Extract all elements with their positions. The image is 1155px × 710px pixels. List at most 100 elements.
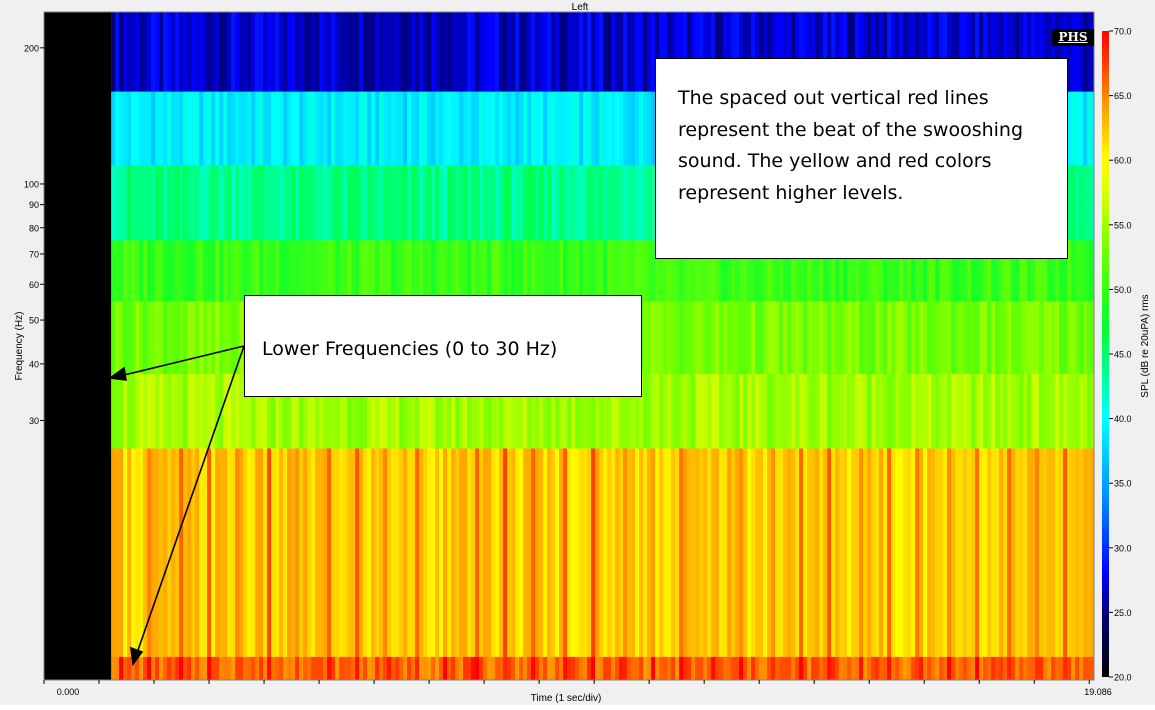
heatmap-cell [587, 656, 592, 680]
heatmap-cell [639, 91, 644, 166]
heatmap-cell [387, 91, 392, 166]
heatmap-cell [283, 656, 288, 680]
heatmap-cell [959, 656, 964, 680]
heatmap-cell [263, 448, 268, 658]
heatmap-cell [171, 12, 176, 93]
heatmap-cell [1083, 91, 1088, 166]
heatmap-cell [215, 374, 220, 449]
beat-annotation-box: The spaced out vertical red lines repres… [655, 58, 1068, 259]
heatmap-cell [191, 91, 196, 166]
heatmap-cell [875, 240, 880, 302]
heatmap-cell [487, 165, 492, 241]
heatmap-cell [991, 374, 996, 449]
heatmap-cell [215, 656, 220, 680]
heatmap-cell [979, 12, 984, 93]
heatmap-cell [971, 12, 976, 93]
heatmap-cell [163, 656, 168, 680]
heatmap-cell [1059, 374, 1064, 449]
heatmap-cell [259, 656, 264, 680]
heatmap-cell [1083, 374, 1088, 449]
heatmap-cell [831, 12, 836, 93]
heatmap-cell [639, 240, 644, 302]
heatmap-cell [519, 448, 524, 658]
heatmap-cell [443, 12, 448, 93]
heatmap-cell [147, 448, 152, 658]
heatmap-cell [747, 448, 752, 658]
heatmap-cell [239, 91, 244, 166]
heatmap-cell [303, 165, 308, 241]
heatmap-cell [591, 240, 596, 302]
heatmap-cell [743, 448, 748, 658]
heatmap-cell [459, 448, 464, 658]
heatmap-cell [111, 656, 116, 680]
time-axis: 0.000 19.086 [43, 680, 1112, 697]
heatmap-cell [1055, 240, 1060, 302]
heatmap-cell [375, 12, 380, 93]
heatmap-cell [383, 656, 388, 680]
heatmap-cell [955, 301, 960, 375]
heatmap-cell [943, 374, 948, 449]
heatmap-cell [443, 165, 448, 241]
heatmap-cell [763, 12, 768, 93]
heatmap-cell [191, 165, 196, 241]
heatmap-cell [591, 91, 596, 166]
heatmap-cell [611, 12, 616, 93]
heatmap-cell [407, 656, 412, 680]
heatmap-cell [371, 12, 376, 93]
heatmap-cell [415, 165, 420, 241]
heatmap-cell [979, 448, 984, 658]
heatmap-cell [127, 374, 132, 449]
heatmap-cell [123, 240, 128, 302]
colorbar-tick-label: 70.0 [1114, 27, 1132, 37]
heatmap-cell [707, 656, 712, 680]
heatmap-cell [159, 240, 164, 302]
heatmap-cell [923, 12, 928, 93]
heatmap-cell [863, 374, 868, 449]
heatmap-cell [147, 12, 152, 93]
heatmap-cell [227, 656, 232, 680]
heatmap-cell [719, 12, 724, 93]
heatmap-cell [271, 12, 276, 93]
heatmap-cell [1039, 240, 1044, 302]
heatmap-cell [647, 91, 652, 166]
heatmap-cell [155, 656, 160, 680]
heatmap-cell [443, 240, 448, 302]
heatmap-cell [423, 656, 428, 680]
heatmap-cell [551, 448, 556, 658]
heatmap-cell [219, 656, 224, 680]
heatmap-cell [911, 12, 916, 93]
heatmap-cell [315, 240, 320, 302]
heatmap-cell [151, 656, 156, 680]
heatmap-cell [715, 12, 720, 93]
heatmap-cell [1003, 448, 1008, 658]
heatmap-cell [395, 91, 400, 166]
heatmap-cell [627, 91, 632, 166]
heatmap-cell [775, 301, 780, 375]
heatmap-cell [803, 12, 808, 93]
x-tick-label: 0.000 [57, 687, 80, 697]
heatmap-cell [199, 301, 204, 375]
heatmap-cell [151, 12, 156, 93]
heatmap-cell [175, 12, 180, 93]
heatmap-cell [1019, 12, 1024, 93]
heatmap-cell [315, 656, 320, 680]
heatmap-cell [919, 656, 924, 680]
heatmap-cell [339, 656, 344, 680]
heatmap-cell [935, 240, 940, 302]
heatmap-cell [239, 301, 244, 375]
heatmap-cell [935, 12, 940, 93]
heatmap-cell [919, 12, 924, 93]
heatmap-cell [223, 240, 228, 302]
heatmap-cell [131, 656, 136, 680]
heatmap-cell [363, 91, 368, 166]
heatmap-cell [391, 12, 396, 93]
heatmap-cell [263, 374, 268, 449]
heatmap-cell [1003, 12, 1008, 93]
heatmap-cell [995, 374, 1000, 449]
heatmap-cell [1067, 91, 1072, 166]
heatmap-cell [303, 12, 308, 93]
heatmap-cell [263, 91, 268, 166]
heatmap-cell [151, 91, 156, 166]
heatmap-cell [675, 656, 680, 680]
heatmap-cell [1075, 165, 1080, 241]
